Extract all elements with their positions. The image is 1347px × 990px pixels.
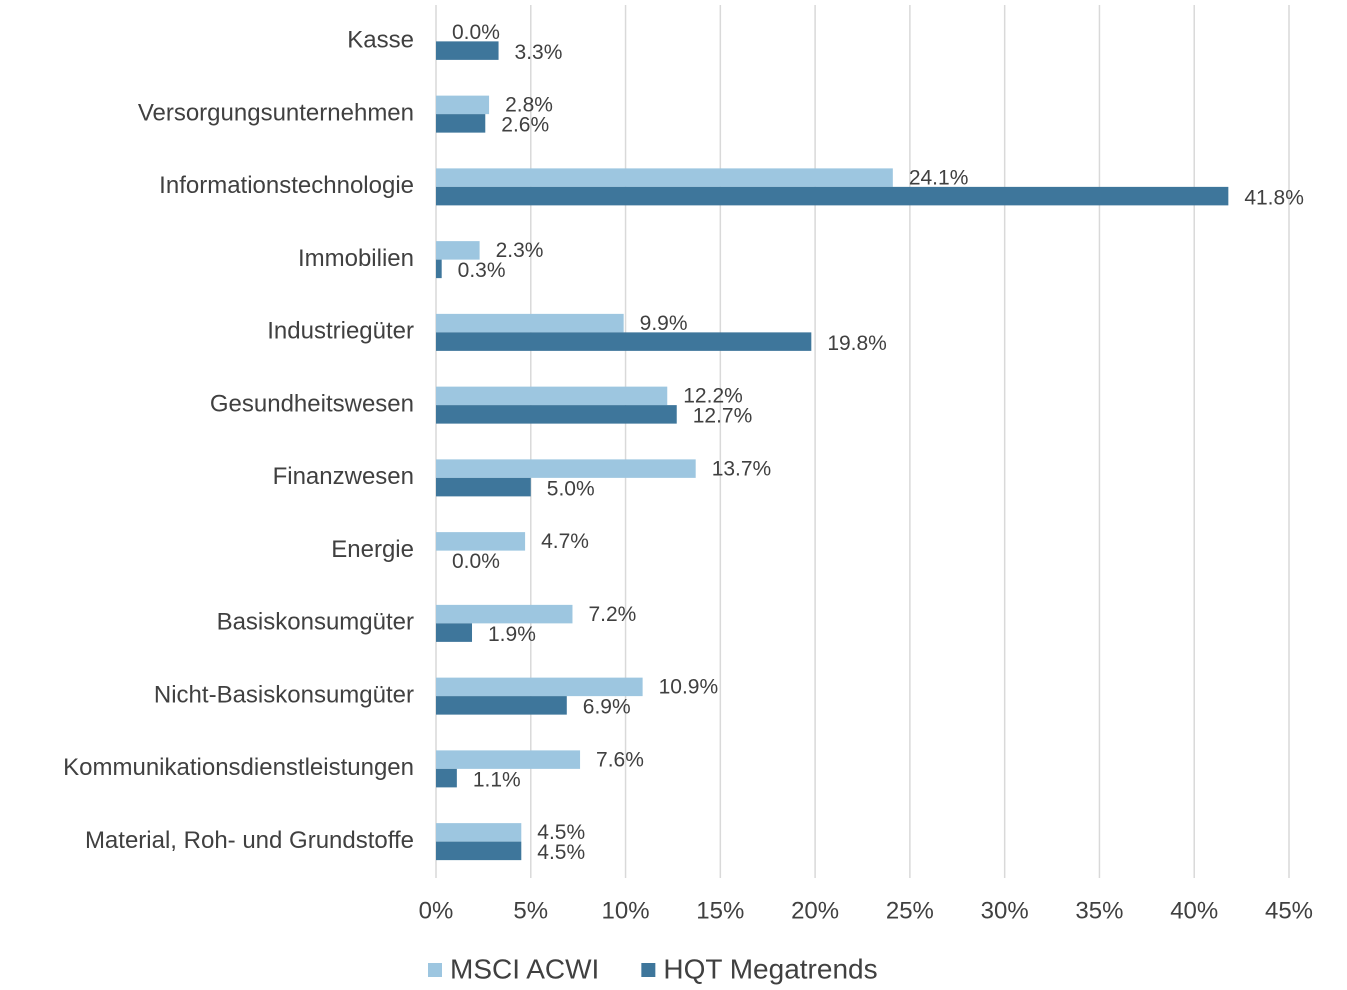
x-tick-label: 30% bbox=[981, 897, 1029, 924]
legend-label: MSCI ACWI bbox=[450, 953, 599, 984]
category-label: Kommunikationsdienstleistungen bbox=[63, 754, 414, 781]
bar bbox=[436, 677, 643, 697]
category-label: Immobilien bbox=[298, 245, 414, 272]
x-tick-label: 25% bbox=[886, 897, 934, 924]
category-label: Nicht-Basiskonsumgüter bbox=[154, 681, 414, 708]
data-label: 3.3% bbox=[515, 41, 563, 64]
x-tick-label: 40% bbox=[1170, 897, 1218, 924]
legend-swatch bbox=[641, 963, 656, 977]
data-label: 19.8% bbox=[827, 332, 887, 355]
bar bbox=[436, 604, 573, 624]
data-label: 0.3% bbox=[458, 259, 506, 282]
data-label: 2.6% bbox=[501, 114, 549, 137]
category-label: Gesundheitswesen bbox=[210, 390, 414, 417]
data-label: 1.1% bbox=[473, 768, 521, 791]
bar bbox=[436, 332, 812, 351]
data-label: 4.5% bbox=[537, 841, 585, 864]
data-label: 1.9% bbox=[488, 623, 536, 646]
category-label: Versorgungsunternehmen bbox=[138, 99, 414, 126]
data-label: 4.5% bbox=[537, 821, 585, 844]
x-tick-label: 0% bbox=[419, 897, 454, 924]
data-label: 9.9% bbox=[640, 312, 688, 335]
x-tick-label: 15% bbox=[696, 897, 744, 924]
data-label: 24.1% bbox=[909, 166, 969, 189]
bar bbox=[436, 405, 677, 424]
data-label: 0.0% bbox=[452, 550, 500, 573]
bar bbox=[436, 95, 490, 115]
category-label: Informationstechnologie bbox=[159, 172, 414, 199]
data-label: 41.8% bbox=[1244, 186, 1304, 209]
data-label: 12.7% bbox=[693, 405, 753, 428]
bar bbox=[436, 477, 531, 497]
bar bbox=[436, 313, 624, 333]
category-label: Basiskonsumgüter bbox=[217, 609, 414, 636]
category-label: Material, Roh- und Grundstoffe bbox=[85, 827, 414, 854]
data-label: 2.8% bbox=[505, 94, 553, 117]
bar bbox=[436, 168, 893, 187]
data-label: 10.9% bbox=[659, 676, 719, 699]
category-label: Industriegüter bbox=[267, 318, 414, 345]
bar bbox=[436, 259, 442, 279]
legend-label: HQT Megatrends bbox=[663, 953, 877, 984]
x-tick-label: 45% bbox=[1265, 897, 1313, 924]
bar bbox=[436, 841, 522, 861]
data-label: 4.7% bbox=[541, 530, 589, 553]
bar bbox=[436, 241, 480, 260]
category-label: Energie bbox=[331, 536, 414, 563]
category-label: Kasse bbox=[347, 27, 414, 54]
bar bbox=[436, 186, 1229, 206]
bar bbox=[436, 696, 567, 715]
data-label: 2.3% bbox=[496, 239, 544, 262]
category-label: Finanzwesen bbox=[273, 463, 414, 490]
bar bbox=[436, 386, 668, 406]
bar bbox=[436, 459, 696, 478]
x-tick-label: 10% bbox=[602, 897, 650, 924]
data-label: 7.6% bbox=[596, 748, 644, 771]
bar bbox=[436, 768, 457, 788]
data-label: 7.2% bbox=[588, 603, 636, 626]
bar bbox=[436, 623, 473, 642]
bar bbox=[436, 114, 486, 133]
bar bbox=[436, 41, 499, 60]
bar bbox=[436, 532, 526, 551]
x-tick-label: 35% bbox=[1075, 897, 1123, 924]
x-tick-label: 20% bbox=[791, 897, 839, 924]
x-tick-label: 5% bbox=[513, 897, 548, 924]
bar bbox=[436, 823, 522, 842]
data-label: 6.9% bbox=[583, 696, 631, 719]
data-label: 5.0% bbox=[547, 477, 595, 500]
legend-swatch bbox=[428, 963, 442, 977]
data-label: 0.0% bbox=[452, 21, 500, 44]
data-label: 12.2% bbox=[683, 385, 743, 408]
bar bbox=[436, 750, 581, 769]
data-label: 13.7% bbox=[712, 457, 772, 480]
